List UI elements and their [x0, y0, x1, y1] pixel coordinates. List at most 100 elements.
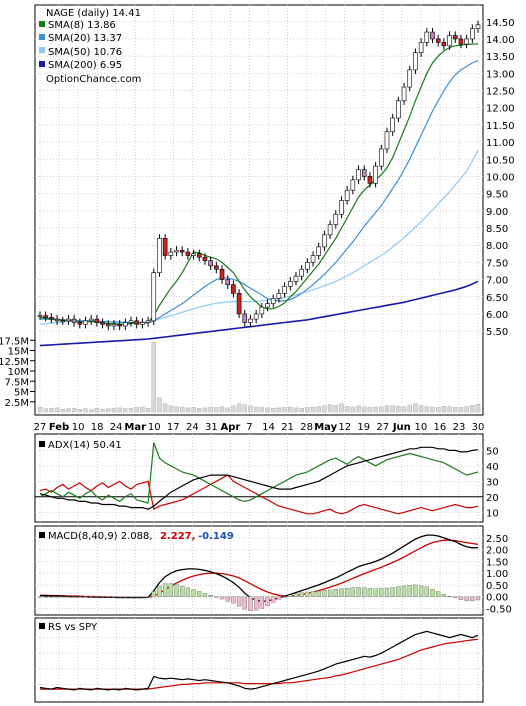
macd-tick-label: 2.50 [486, 534, 508, 545]
volume-bar [77, 408, 83, 413]
x-tick-label: 10 [148, 422, 161, 433]
volume-bar [413, 403, 418, 413]
macd-histogram-bar [430, 588, 435, 597]
candle-body [214, 265, 219, 270]
x-tick-label: 24 [110, 422, 123, 433]
candle-body [270, 298, 276, 304]
candle-body [208, 260, 213, 267]
volume-bar [384, 405, 390, 413]
series-line-sma8 [39, 43, 479, 325]
volume-bar [202, 407, 208, 413]
x-tick-label: Mar [124, 422, 146, 433]
y-tick-label: 12.00 [486, 104, 515, 115]
candle-body [225, 279, 231, 286]
macd-histogram-bar [253, 596, 259, 611]
candle-body [66, 318, 71, 322]
macd-histogram-bar [350, 587, 356, 597]
volume-bar [66, 408, 71, 413]
volume-bar [219, 406, 225, 413]
candle-body [447, 35, 452, 47]
volume-bar [424, 406, 430, 413]
watermark: OptionChance.com [46, 74, 141, 85]
adx-tick-label: 50 [486, 446, 499, 457]
macd-histogram-bar [94, 596, 100, 598]
volume-bar [396, 406, 401, 413]
y-tick-label: 10.00 [486, 172, 515, 183]
macd-histogram-bar [276, 596, 282, 600]
macd-histogram-bar [248, 596, 253, 612]
y-tick-label: 11.00 [486, 138, 515, 149]
macd-histogram-bar [305, 591, 310, 597]
volume-tick-label: 12.5M [0, 357, 29, 368]
candle-body [464, 38, 469, 45]
macd-histogram-bar [208, 595, 213, 597]
volume-bar [316, 406, 321, 413]
volume-bar [111, 408, 117, 413]
macd-histogram-bar [202, 593, 208, 597]
volume-bar [43, 408, 48, 413]
x-tick-label: 23 [453, 422, 466, 433]
macd-histogram-bar [470, 596, 475, 602]
volume-bar [418, 405, 424, 413]
x-tick-label: 31 [205, 422, 218, 433]
macd-histogram-bar [106, 596, 111, 598]
macd-histogram-bar [475, 596, 481, 601]
x-tick-label: 28 [300, 422, 313, 433]
volume-bar [253, 406, 259, 413]
x-tick-label: Apr [221, 422, 241, 433]
macd-histogram-bar [413, 584, 418, 597]
macd-histogram-bar [271, 596, 276, 603]
volume-tick-label: 15M [8, 347, 29, 358]
volume-bar [145, 408, 151, 413]
y-tick-label: 5.50 [486, 327, 508, 338]
macd-tick-label: 0.50 [486, 581, 508, 592]
volume-bar [94, 408, 100, 413]
candle-body [435, 38, 441, 43]
macd-histogram-bar [174, 584, 179, 597]
macd-histogram-bar [447, 596, 452, 597]
volume-bar [293, 407, 299, 413]
volume-bar [71, 408, 77, 413]
macd-histogram-bar [339, 588, 344, 597]
macd-histogram-bar [151, 591, 156, 597]
candle-body [413, 52, 418, 71]
macd-histogram-bar [49, 596, 54, 598]
legend-swatch-sma50 [39, 47, 45, 53]
macd-histogram-bar [180, 585, 185, 597]
candle-body [430, 31, 435, 40]
candle-body [316, 246, 322, 256]
volume-bar [49, 408, 54, 413]
candle-body [310, 255, 316, 263]
volume-tick-label: 7.5M [4, 377, 29, 388]
volume-bar [242, 404, 248, 413]
series-line-sma20 [40, 60, 479, 324]
macd-histogram-bar [424, 586, 430, 597]
macd-histogram-bar [123, 596, 128, 598]
macd-tick-label: 2.00 [486, 546, 508, 557]
volume-bar [128, 408, 134, 413]
candle-body [299, 268, 304, 277]
candle-body [83, 320, 88, 325]
candle-body [293, 275, 299, 282]
candle-body [185, 251, 191, 256]
candle-body [441, 42, 447, 47]
candle-body [282, 286, 287, 294]
volume-bar [197, 408, 202, 413]
volume-bar [106, 408, 111, 413]
macd-tick-label: 1.50 [486, 557, 508, 568]
macd-histogram-bar [435, 591, 441, 597]
x-tick-label: May [314, 422, 337, 433]
macd-histogram-bar [441, 594, 447, 597]
volume-bar [259, 407, 265, 413]
x-tick-label: 27 [376, 422, 389, 433]
macd-histogram-bar [197, 591, 202, 597]
x-tick-label: 12 [338, 422, 351, 433]
macd-histogram-bar [299, 592, 304, 597]
legend-sma20: SMA(20) 13.37 [48, 33, 122, 44]
candle-body [100, 322, 105, 325]
volume-bar [344, 406, 350, 413]
x-tick-label: 10 [415, 422, 428, 433]
macd-histogram-bar [396, 586, 401, 597]
candle-body [54, 318, 60, 322]
y-tick-label: 9.00 [486, 207, 508, 218]
